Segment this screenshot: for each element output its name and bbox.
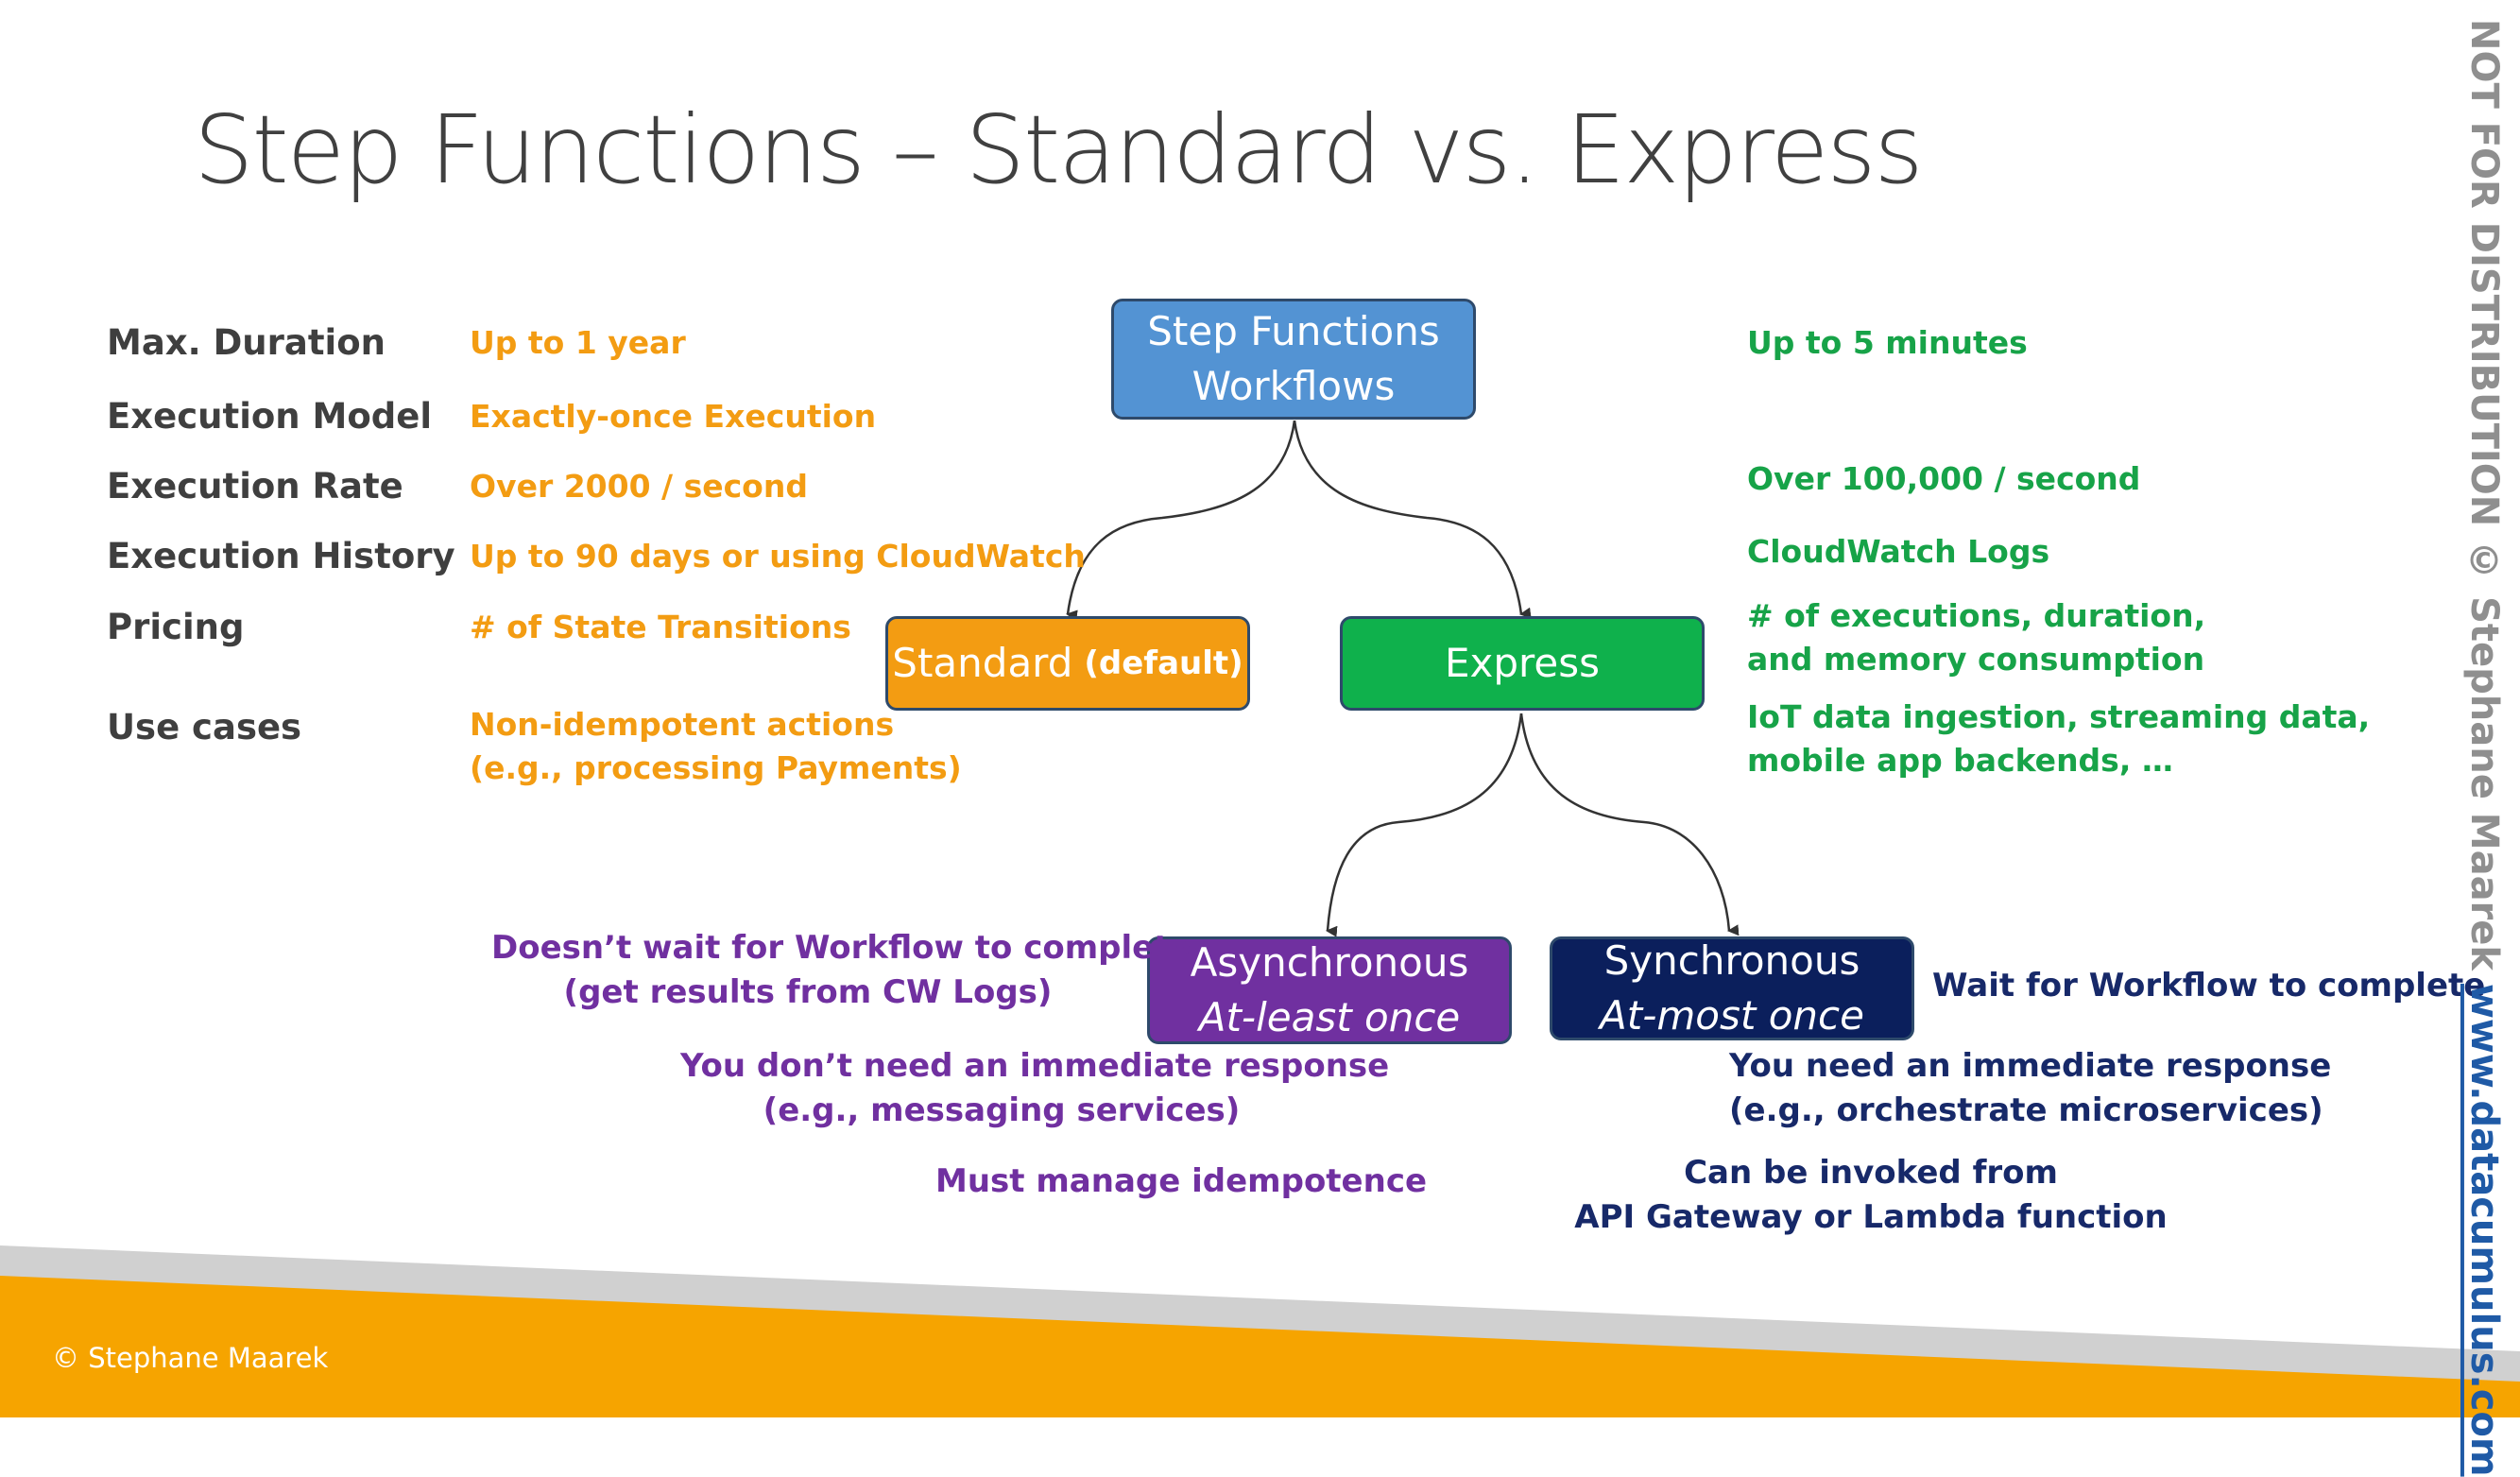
express-box-label: Express — [1444, 640, 1600, 686]
asynchronous-box: Asynchronous At-least once — [1147, 936, 1512, 1044]
connector-express-sync — [1519, 713, 1740, 936]
standard-execution-model: Exactly-once Execution — [470, 398, 877, 435]
async-box-line1: Asynchronous — [1190, 939, 1469, 986]
tree-connectors — [1066, 420, 1740, 937]
label-execution-rate: Execution Rate — [107, 466, 403, 507]
sync-note-2-line2: (e.g., orchestrate microservices) — [1729, 1091, 2323, 1129]
standard-box-label: Standard — [892, 640, 1073, 686]
label-use-cases: Use cases — [107, 707, 302, 747]
label-execution-model: Execution Model — [107, 396, 433, 437]
express-pricing-line1: # of executions, duration, — [1747, 597, 2206, 634]
footer-band — [0, 1245, 2520, 1417]
async-note-2-line2: (e.g., messaging services) — [763, 1091, 1241, 1129]
vertical-watermark: NOT FOR DISTRIBUTION © Stephane Maarek w… — [2462, 19, 2506, 1477]
sync-note-3: Can be invoked from API Gateway or Lambd… — [1569, 1151, 2173, 1240]
express-pricing-line2: and memory consumption — [1747, 641, 2205, 678]
root-box-line1: Step Functions — [1147, 308, 1440, 354]
express-execution-history: CloudWatch Logs — [1747, 533, 2050, 570]
label-pricing: Pricing — [107, 607, 245, 647]
label-execution-history: Execution History — [107, 536, 455, 576]
async-note-1-line1: Doesn’t wait for Workflow to complete — [491, 929, 1191, 967]
sync-note-3-line1: Can be invoked from — [1684, 1154, 2058, 1192]
sync-note-1: Wait for Workflow to complete — [1932, 967, 2486, 1005]
sync-box-line2: At-most once — [1600, 992, 1864, 1039]
async-box-line2: At-least once — [1198, 994, 1461, 1040]
slide-title: Step Functions – Standard vs. Express — [194, 94, 1924, 205]
sync-note-2: You need an immediate response (e.g., or… — [1729, 1044, 2332, 1133]
root-box-line2: Workflows — [1191, 363, 1396, 409]
express-max-duration: Up to 5 minutes — [1747, 324, 2028, 361]
standard-use-cases-line1: Non-idempotent actions — [470, 706, 895, 743]
label-max-duration: Max. Duration — [107, 322, 386, 363]
express-use-cases-line2: mobile app backends, … — [1747, 742, 2173, 779]
watermark-url-link[interactable]: www.datacumulus.com — [2462, 983, 2506, 1477]
standard-max-duration: Up to 1 year — [470, 324, 686, 361]
footer-copyright: © Stephane Maarek — [52, 1342, 329, 1374]
connector-express-async — [1326, 713, 1523, 937]
standard-execution-history: Up to 90 days or using CloudWatch — [470, 538, 1086, 575]
standard-pricing: # of State Transitions — [470, 609, 851, 645]
standard-box-default: (default) — [1084, 644, 1243, 682]
step-functions-workflows-box: Step Functions Workflows — [1111, 299, 1476, 420]
express-box: Express — [1340, 616, 1705, 711]
async-note-1-line2: (get results from CW Logs) — [563, 973, 1053, 1011]
async-note-2-line1: You don’t need an immediate response — [680, 1047, 1390, 1085]
express-execution-rate: Over 100,000 / second — [1747, 460, 2141, 497]
async-note-3: Must manage idempotence — [935, 1162, 1428, 1200]
connector-root-standard — [1066, 420, 1296, 622]
async-note-2: You don’t need an immediate response (e.… — [680, 1044, 1390, 1133]
footer-orange-stripe — [0, 1276, 2520, 1417]
watermark-text: NOT FOR DISTRIBUTION © Stephane Maarek — [2462, 19, 2506, 984]
sync-note-2-line1: You need an immediate response — [1729, 1047, 2332, 1085]
standard-execution-rate: Over 2000 / second — [470, 468, 808, 505]
synchronous-box: Synchronous At-most once — [1550, 936, 1914, 1040]
standard-box: Standard (default) — [885, 616, 1250, 711]
express-use-cases-line1: IoT data ingestion, streaming data, — [1747, 698, 2371, 735]
connector-root-express — [1293, 420, 1532, 619]
sync-note-3-line2: API Gateway or Lambda function — [1574, 1198, 2168, 1236]
async-note-1: Doesn’t wait for Workflow to complete (g… — [491, 926, 1191, 1015]
standard-use-cases-line2: (e.g., processing Payments) — [470, 749, 962, 786]
sync-box-line1: Synchronous — [1603, 937, 1860, 984]
